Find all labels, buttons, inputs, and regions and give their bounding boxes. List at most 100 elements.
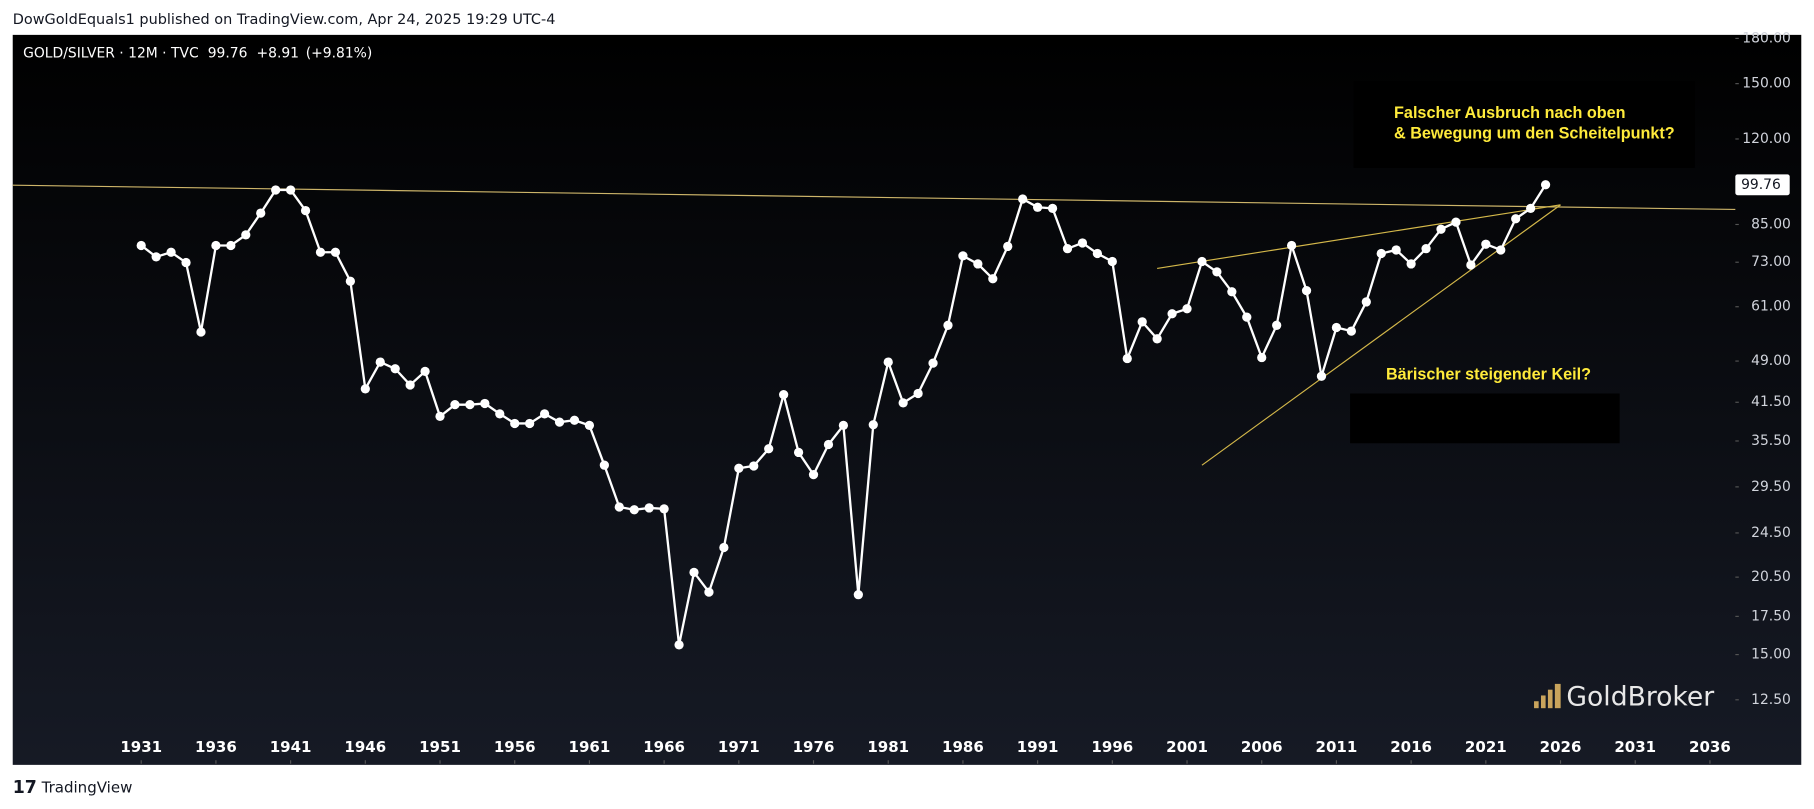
data-point (793, 447, 804, 458)
x-tick-label: 1971 (718, 738, 760, 756)
data-point (1421, 244, 1431, 254)
data-point (689, 567, 699, 577)
watermark-logo (1534, 683, 1561, 709)
data-point (241, 230, 251, 240)
data-point (1346, 326, 1356, 336)
data-point (644, 503, 654, 513)
price-label: 99.76 (1741, 177, 1781, 193)
x-tick-label: 2001 (1166, 738, 1208, 756)
data-point (1077, 238, 1088, 248)
data-point (1167, 309, 1177, 319)
y-tick-label: 49.00 (1751, 353, 1791, 369)
header: DowGoldEquals1 published on TradingView.… (13, 12, 556, 28)
data-point (465, 400, 475, 410)
x-tick-label: 2016 (1390, 738, 1432, 756)
x-tick-label: 1966 (643, 738, 685, 756)
y-tick-label: 73.00 (1751, 254, 1791, 270)
data-point (330, 247, 341, 257)
data-point (883, 357, 893, 367)
data-point (1466, 260, 1476, 270)
data-point (315, 247, 326, 257)
data-point (405, 380, 415, 390)
trendline (1157, 204, 1561, 269)
data-point (1003, 241, 1013, 252)
legend-change-pct: (+9.81%) (306, 45, 373, 61)
data-point (196, 327, 206, 337)
data-point (226, 240, 236, 251)
legend-close: 99.76 (208, 45, 248, 61)
data-point (1331, 322, 1342, 333)
data-point (285, 185, 296, 195)
data-point (1361, 297, 1371, 307)
data-point (539, 409, 550, 419)
data-point (1376, 248, 1386, 259)
data-point (390, 364, 400, 374)
y-tick-label: 41.50 (1751, 394, 1791, 410)
data-point (1481, 239, 1491, 249)
data-point (181, 257, 191, 268)
data-point (779, 389, 789, 400)
data-point (1451, 217, 1461, 227)
data-point (166, 247, 176, 257)
x-tick-label: 1931 (120, 738, 162, 756)
data-point (1182, 304, 1192, 314)
y-tick-label: 85.00 (1751, 216, 1791, 232)
data-point (928, 358, 938, 368)
x-tick-label: 1961 (569, 738, 611, 756)
data-point (973, 259, 983, 269)
data-point (1197, 256, 1207, 267)
x-tick-label: 1996 (1091, 738, 1133, 756)
x-tick-label: 1956 (494, 738, 536, 756)
data-point (943, 320, 953, 330)
data-point (256, 208, 266, 218)
data-point (764, 444, 774, 454)
data-point (271, 185, 281, 195)
data-point (868, 420, 878, 430)
data-point (1316, 371, 1327, 381)
x-tick-label: 1941 (270, 738, 312, 756)
data-point (211, 240, 221, 251)
plot: 12.50 15.00 17.50 20.50 24.50 29.50 35.50 41.50… (12, 30, 1791, 764)
x-tick-label: 2036 (1689, 738, 1731, 756)
data-point (420, 366, 430, 377)
data-point (898, 398, 908, 408)
data-point (1391, 245, 1401, 255)
y-tick-label: 24.50 (1751, 525, 1791, 541)
data-point (1286, 240, 1297, 251)
x-tick-label: 2031 (1614, 738, 1656, 756)
data-point (1032, 202, 1043, 212)
price-label-box (1735, 174, 1790, 196)
data-point (853, 590, 863, 600)
data-point (659, 504, 669, 514)
data-point (554, 417, 565, 427)
data-point (1137, 317, 1147, 327)
data-point (1107, 256, 1117, 267)
data-point (1242, 312, 1252, 322)
data-point (749, 461, 759, 471)
x-tick-label: 1936 (195, 738, 237, 756)
y-tick-label: 180.00 (1742, 30, 1791, 46)
data-point (958, 251, 968, 261)
data-point (913, 388, 923, 399)
x-tick-label: 1991 (1017, 738, 1059, 756)
y-tick-label: 20.50 (1751, 569, 1791, 585)
data-point (734, 463, 744, 473)
x-tick-label: 1976 (793, 738, 835, 756)
data-point (838, 420, 849, 431)
data-point (988, 274, 998, 284)
y-tick-label: 150.00 (1742, 76, 1791, 92)
redaction-box (1350, 393, 1620, 444)
data-point (1212, 267, 1222, 277)
legend-symbol: GOLD/SILVER · 12M · TVC (23, 45, 199, 61)
data-point (450, 400, 460, 410)
y-tick-label: 17.50 (1751, 608, 1791, 624)
data-point (808, 469, 819, 480)
y-tick-label: 61.00 (1751, 299, 1791, 315)
x-tick-label: 2026 (1540, 738, 1582, 756)
data-point (1018, 194, 1028, 204)
x-tick-label: 2011 (1316, 738, 1358, 756)
data-point (1540, 180, 1551, 190)
data-point (1122, 353, 1132, 364)
data-point (360, 384, 370, 394)
data-point (1436, 224, 1446, 234)
